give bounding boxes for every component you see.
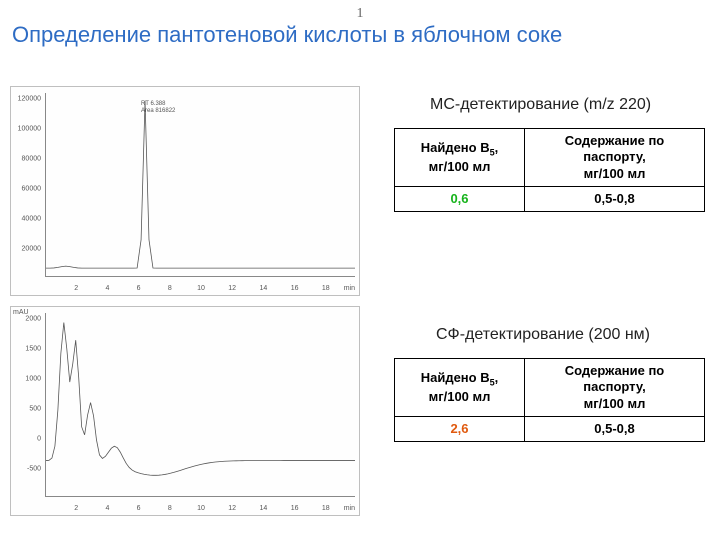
table-cell-reference: 0,5-0,8 — [525, 416, 705, 441]
table-header-reference: Содержание попаспорту,мг/100 мл — [525, 359, 705, 417]
ms-chromatogram-chart: 20000400006000080000100000120000 RT 6.38… — [10, 86, 360, 296]
table-cell-found: 2,6 — [395, 416, 525, 441]
chart-y-axis: -5000500100015002000 — [11, 307, 45, 497]
table-header-row: Найдено B5,мг/100 мл Содержание попаспор… — [395, 359, 705, 417]
table-cell-found: 0,6 — [395, 186, 525, 211]
table-cell-reference: 0,5-0,8 — [525, 186, 705, 211]
chart-plot-area — [45, 313, 355, 497]
ms-section-label: МС-детектирование (m/z 220) — [430, 96, 651, 114]
ms-results-table: Найдено B5,мг/100 мл Содержание попаспор… — [394, 128, 705, 212]
chart-trace — [46, 313, 355, 496]
table-header-found: Найдено B5,мг/100 мл — [395, 359, 525, 417]
chart-x-unit: min — [344, 285, 355, 292]
page-number: 1 — [357, 6, 364, 22]
uv-section-label: СФ-детектирование (200 нм) — [436, 326, 650, 344]
table-row: 0,6 0,5-0,8 — [395, 186, 705, 211]
chart-trace — [46, 93, 355, 276]
table-header-reference: Содержание попаспорту,мг/100 мл — [525, 129, 705, 187]
uv-chromatogram-chart: mAU -5000500100015002000 min 24681012141… — [10, 306, 360, 516]
chart-x-unit: min — [344, 505, 355, 512]
table-header-row: Найдено B5,мг/100 мл Содержание попаспор… — [395, 129, 705, 187]
chart-plot-area: RT 6.388 Area 816822 — [45, 93, 355, 277]
page-title: Определение пантотеновой кислоты в яблоч… — [12, 22, 708, 48]
chart-y-axis: 20000400006000080000100000120000 — [11, 87, 45, 277]
peak-label: RT 6.388 Area 816822 — [141, 101, 175, 114]
table-header-found: Найдено B5,мг/100 мл — [395, 129, 525, 187]
table-row: 2,6 0,5-0,8 — [395, 416, 705, 441]
uv-results-table: Найдено B5,мг/100 мл Содержание попаспор… — [394, 358, 705, 442]
